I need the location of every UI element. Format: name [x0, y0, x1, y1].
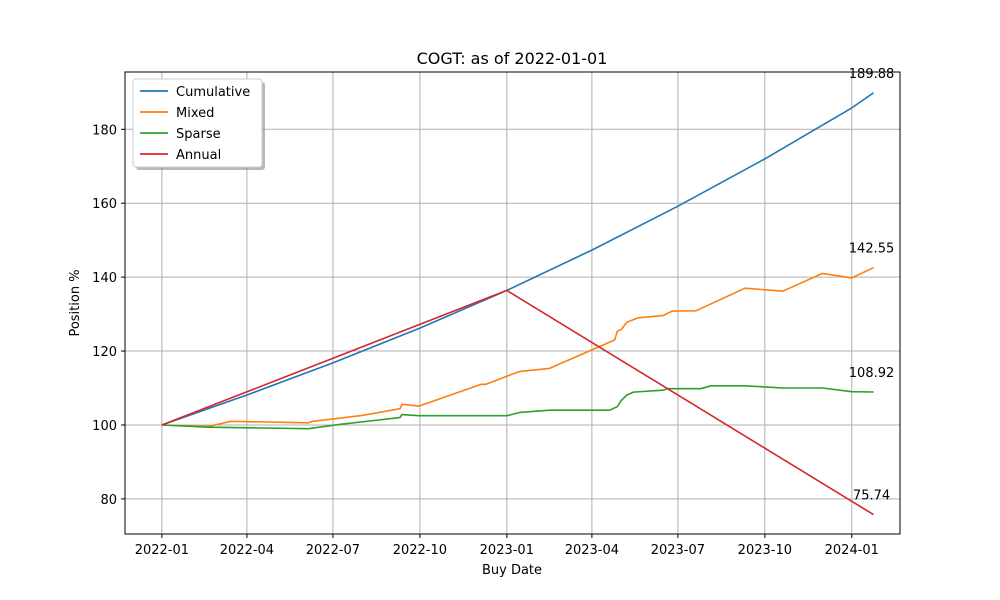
series-line-cumulative — [161, 92, 874, 426]
y-tick-label: 180 — [92, 123, 117, 138]
series-lines — [161, 92, 874, 516]
x-tick-label: 2022-04 — [220, 543, 274, 558]
x-axis: 2022-01 2022-04 2022-07 2022-10 2023-01 2023-… — [135, 534, 879, 558]
y-tick-label: 100 — [92, 419, 117, 434]
legend-label-mixed: Mixed — [176, 106, 214, 121]
series-line-sparse — [161, 385, 874, 430]
grid-lines — [125, 72, 900, 534]
legend-box — [132, 78, 263, 168]
legend-label-cumulative: Cumulative — [176, 85, 250, 100]
end-labels: 189.88 142.55 108.92 75.74 — [849, 67, 895, 504]
x-tick-label: 2023-10 — [738, 543, 792, 558]
end-value-label-cumulative: 189.88 — [849, 67, 895, 82]
plot-area-frame — [124, 71, 901, 535]
x-tick-label: 2023-07 — [651, 543, 705, 558]
x-tick-label: 2024-01 — [825, 543, 879, 558]
legend-label-annual: Annual — [176, 148, 221, 163]
end-value-label-sparse: 108.92 — [849, 366, 895, 381]
x-tick-label: 2023-01 — [480, 543, 534, 558]
x-tick-label: 2022-01 — [135, 543, 189, 558]
y-tick-label: 80 — [100, 493, 117, 508]
series-line-annual — [161, 289, 874, 516]
y-tick-label: 140 — [92, 271, 117, 286]
x-tick-label: 2022-10 — [393, 543, 447, 558]
legend: Cumulative Mixed Sparse Annual — [132, 78, 265, 170]
y-tick-label: 120 — [92, 345, 117, 360]
chart-title: COGT: as of 2022-01-01 — [417, 49, 608, 68]
x-tick-label: 2023-04 — [565, 543, 619, 558]
x-tick-label: 2022-07 — [306, 543, 360, 558]
y-axis: 80 100 120 140 160 180 — [92, 123, 125, 508]
y-tick-label: 160 — [92, 197, 117, 212]
series-line-mixed — [161, 266, 874, 428]
y-axis-label: Position % — [68, 269, 83, 336]
end-value-label-annual: 75.74 — [853, 489, 890, 504]
legend-label-sparse: Sparse — [176, 127, 221, 142]
end-value-label-mixed: 142.55 — [849, 242, 895, 257]
x-axis-label: Buy Date — [482, 563, 542, 578]
